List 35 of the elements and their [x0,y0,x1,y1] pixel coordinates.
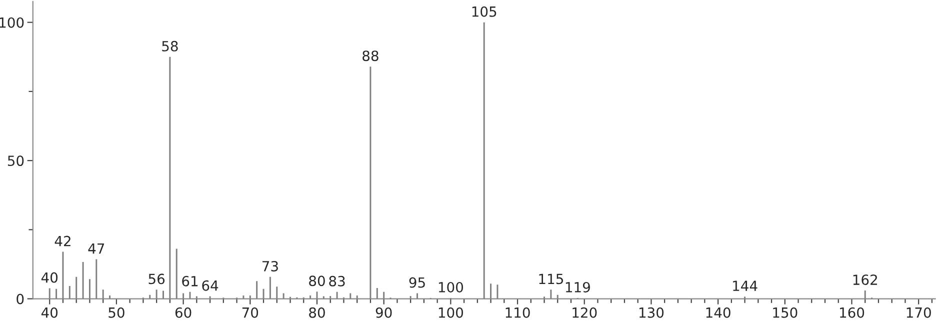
annotation: 144 [733,280,758,291]
y-tick-label: 50 [8,156,24,166]
x-tick-label: 100 [438,307,464,318]
x-tick-label: 160 [840,307,864,318]
annotation: 42 [54,236,70,246]
y-tick-label: 0 [16,294,24,304]
annotation: 80 [309,276,325,286]
y-tick-label: 100 [0,17,24,28]
annotation: 58 [162,40,178,52]
annotation: 162 [853,274,877,286]
annotation: 47 [88,243,104,254]
x-tick-label: 120 [572,307,597,318]
annotation: 100 [438,282,464,292]
x-tick-label: 50 [108,307,124,318]
annotation: 95 [409,277,425,288]
annotation: 73 [262,260,278,272]
annotation: 61 [182,276,198,286]
x-tick-label: 80 [309,307,325,318]
x-tick-label: 130 [639,307,664,318]
x-tick-label: 90 [376,307,392,318]
x-tick-label: 170 [906,307,931,318]
annotation: 105 [472,6,496,17]
annotation: 40 [41,272,58,283]
annotation: 115 [539,274,563,284]
annotation: 56 [148,274,165,284]
x-tick-label: 150 [773,307,798,318]
annotation: 64 [202,280,218,291]
x-tick-label: 110 [506,307,530,318]
annotation: 119 [566,282,590,292]
annotation: 83 [329,276,345,286]
annotation: 88 [362,50,378,62]
x-tick-label: 40 [41,307,58,318]
x-tick-label: 70 [242,307,258,318]
x-tick-label: 140 [706,307,730,318]
x-tick-label: 60 [175,307,192,318]
